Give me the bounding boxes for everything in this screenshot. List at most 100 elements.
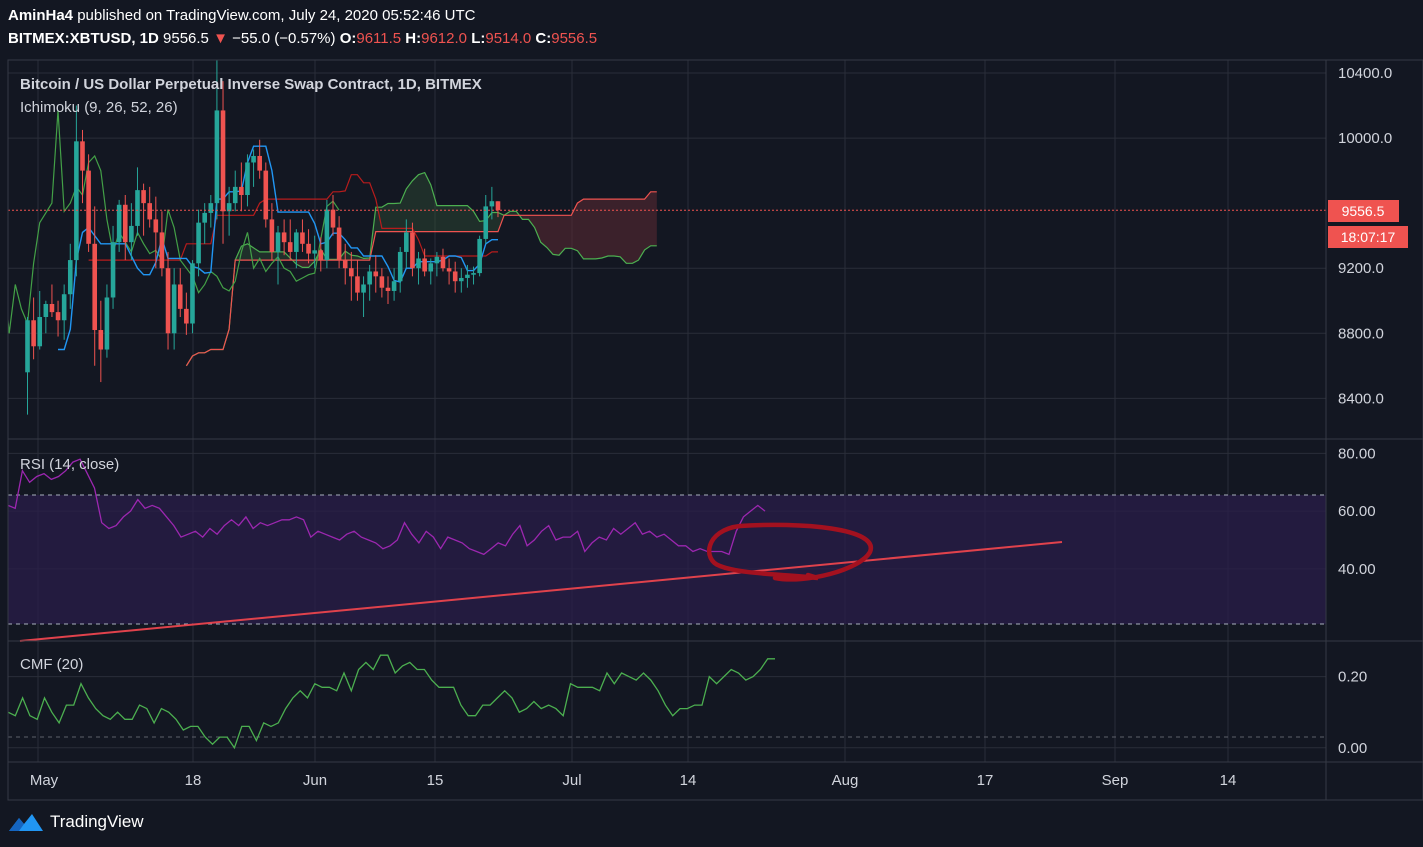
candle-body[interactable] xyxy=(55,312,61,321)
symbol-label[interactable]: BITMEX:XBTUSD, 1D xyxy=(8,30,159,47)
candle-body[interactable] xyxy=(379,276,385,288)
candle-body[interactable] xyxy=(226,203,232,212)
candle-body[interactable] xyxy=(220,110,226,212)
candle-body[interactable] xyxy=(92,243,98,331)
candle-body[interactable] xyxy=(153,219,159,233)
candle-body[interactable] xyxy=(373,271,379,277)
candle-body[interactable] xyxy=(37,317,43,347)
candle-body[interactable] xyxy=(330,209,336,228)
candle-body[interactable] xyxy=(80,141,85,171)
time-axis[interactable]: May 18 Jun 15 Jul 14 Aug 17 Sep 14 xyxy=(30,772,1237,789)
candle-body[interactable] xyxy=(159,232,165,269)
low-value: 9514.0 xyxy=(485,30,532,47)
candle-body[interactable] xyxy=(275,232,281,252)
candle-body[interactable] xyxy=(269,219,275,252)
indicator-legend-rsi[interactable]: RSI (14, close) xyxy=(20,456,119,473)
candle-body[interactable] xyxy=(349,268,354,277)
candle-body[interactable] xyxy=(391,281,397,291)
candle-body[interactable] xyxy=(122,204,128,243)
candle-body[interactable] xyxy=(434,256,440,264)
candle-body[interactable] xyxy=(116,204,122,243)
candle-body[interactable] xyxy=(177,284,183,309)
candle-body[interactable] xyxy=(324,209,330,261)
candle-body[interactable] xyxy=(98,330,104,350)
candles[interactable] xyxy=(25,49,501,415)
candle-body[interactable] xyxy=(165,268,171,334)
candle-body[interactable] xyxy=(61,294,67,321)
candle-body[interactable] xyxy=(336,227,342,261)
candle-body[interactable] xyxy=(306,243,311,254)
candle-body[interactable] xyxy=(49,303,55,313)
candle-body[interactable] xyxy=(452,271,458,282)
last-price: 9556.5 xyxy=(163,30,209,47)
candle-body[interactable] xyxy=(208,203,214,213)
candle-body[interactable] xyxy=(422,258,427,272)
candle-body[interactable] xyxy=(483,206,489,239)
candle-body[interactable] xyxy=(440,256,446,269)
candle-body[interactable] xyxy=(465,274,470,278)
candle-body[interactable] xyxy=(86,170,91,244)
price-axis[interactable]: 10400.0 10000.0 9200.0 8800.0 8400.0 xyxy=(1338,65,1392,407)
chart-title: Bitcoin / US Dollar Perpetual Inverse Sw… xyxy=(20,76,482,93)
rsi-tick-label: 80.00 xyxy=(1338,445,1376,462)
candle-body[interactable] xyxy=(471,273,476,275)
annotation-circle-drawing[interactable] xyxy=(706,522,873,582)
candle-body[interactable] xyxy=(232,186,238,204)
candle-body[interactable] xyxy=(367,271,372,285)
candle-body[interactable] xyxy=(416,258,421,269)
candle-body[interactable] xyxy=(385,287,391,291)
candle-body[interactable] xyxy=(477,238,482,274)
candle-body[interactable] xyxy=(147,203,152,220)
publisher-name[interactable]: AminHa4 xyxy=(8,7,74,24)
candle-body[interactable] xyxy=(300,232,305,244)
candle-body[interactable] xyxy=(129,225,134,243)
candle-body[interactable] xyxy=(31,320,36,347)
candle-body[interactable] xyxy=(214,110,220,204)
time-tick-label: 17 xyxy=(977,772,994,789)
price-tick-label: 10000.0 xyxy=(1338,130,1392,147)
candle-body[interactable] xyxy=(245,162,250,196)
indicator-legend-cmf[interactable]: CMF (20) xyxy=(20,656,83,673)
time-tick-label: May xyxy=(30,772,59,789)
candle-body[interactable] xyxy=(355,276,360,293)
candle-body[interactable] xyxy=(281,232,287,243)
candle-body[interactable] xyxy=(263,170,269,220)
candle-body[interactable] xyxy=(141,190,146,204)
candle-body[interactable] xyxy=(287,242,293,252)
candle-body[interactable] xyxy=(489,201,495,207)
rsi-line xyxy=(7,458,766,556)
candle-body[interactable] xyxy=(171,284,177,334)
candle-body[interactable] xyxy=(74,141,79,261)
countdown-tag xyxy=(1328,226,1408,248)
candle-body[interactable] xyxy=(397,251,403,282)
rsi-trendline-drawing[interactable] xyxy=(19,541,1063,642)
candle-body[interactable] xyxy=(459,277,464,282)
rsi-band-fill xyxy=(8,495,1326,624)
candle-body[interactable] xyxy=(312,250,317,254)
candle-body[interactable] xyxy=(67,260,73,295)
candle-body[interactable] xyxy=(342,260,348,269)
candle-body[interactable] xyxy=(239,186,244,196)
indicator-legend-ichimoku[interactable]: Ichimoku (9, 26, 52, 26) xyxy=(20,99,178,116)
candle-body[interactable] xyxy=(25,320,30,373)
candle-body[interactable] xyxy=(361,284,366,293)
candle-body[interactable] xyxy=(404,232,409,252)
candle-body[interactable] xyxy=(495,201,501,211)
tradingview-logo[interactable]: TradingView xyxy=(8,812,144,832)
candle-body[interactable] xyxy=(135,190,140,226)
candle-body[interactable] xyxy=(104,297,110,350)
candle-body[interactable] xyxy=(110,242,116,298)
candle-body[interactable] xyxy=(43,303,49,318)
candle-body[interactable] xyxy=(294,232,299,252)
candle-body[interactable] xyxy=(202,212,207,223)
candle-body[interactable] xyxy=(428,263,434,272)
candle-body[interactable] xyxy=(446,268,452,272)
candle-body[interactable] xyxy=(251,155,256,163)
candle-body[interactable] xyxy=(190,263,195,324)
candle-body[interactable] xyxy=(196,222,201,264)
candle-body[interactable] xyxy=(410,232,415,269)
candle-body[interactable] xyxy=(318,250,324,261)
candle-body[interactable] xyxy=(184,308,189,324)
candle-body[interactable] xyxy=(257,155,262,171)
